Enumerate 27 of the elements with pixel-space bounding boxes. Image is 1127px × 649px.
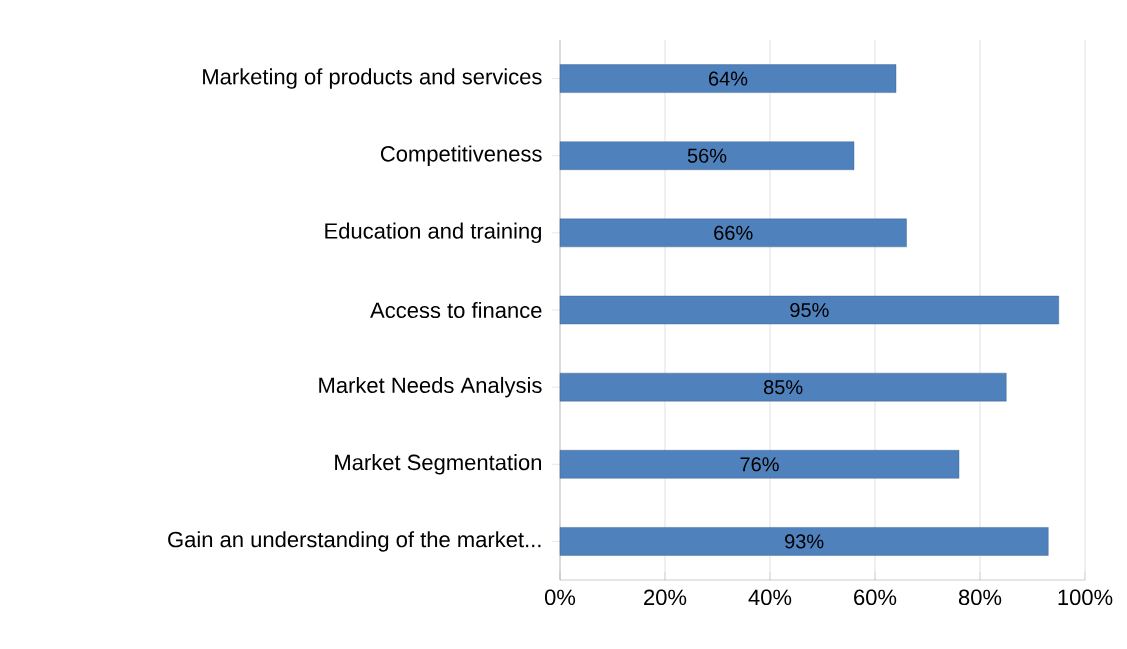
- y-tick-label: Market Segmentation: [335, 454, 541, 475]
- bar: [559, 64, 897, 93]
- data-label: 76%: [740, 457, 779, 472]
- y-tick-label: Education and training: [325, 222, 541, 244]
- x-tick-label: 80%: [958, 589, 1002, 606]
- x-tick-label: 100%: [1058, 589, 1113, 606]
- y-tick-label: Gain an understanding of the market...: [168, 531, 541, 552]
- bar: [559, 450, 960, 479]
- bar: [559, 372, 1007, 402]
- x-tick-label: 60%: [854, 589, 897, 606]
- bar: [559, 141, 855, 170]
- data-label: 66%: [714, 225, 753, 240]
- y-tick-label: Marketing of products and services: [203, 68, 542, 89]
- data-label: 64%: [709, 71, 748, 86]
- bar: [559, 218, 907, 248]
- x-tick-label: 20%: [644, 589, 687, 606]
- data-label: 85%: [763, 380, 803, 395]
- bar: [559, 527, 1049, 556]
- y-tick-label: Competitiveness: [380, 145, 542, 166]
- y-tick-label: Market Needs Analysis: [319, 376, 542, 398]
- x-tick-label: 0%: [544, 589, 576, 606]
- y-tick-label: Access to finance: [370, 301, 542, 319]
- x-tick-label: 40%: [748, 589, 792, 606]
- data-label: 95%: [790, 302, 829, 318]
- data-label: 93%: [785, 534, 824, 549]
- data-label: 56%: [687, 148, 727, 163]
- bar: [559, 295, 1059, 325]
